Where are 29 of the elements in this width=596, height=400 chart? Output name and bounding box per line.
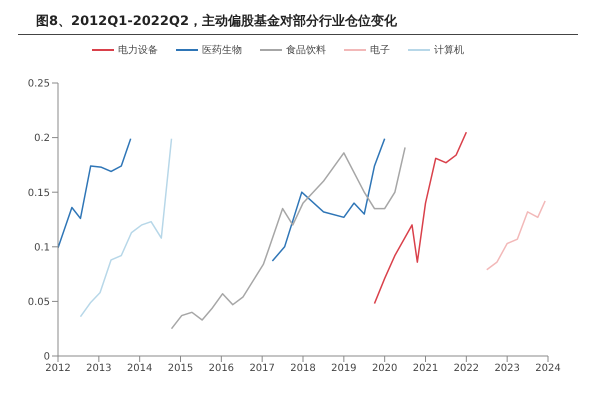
x-tick-label: 2017 <box>249 363 275 374</box>
x-tick-label: 2014 <box>126 363 152 374</box>
legend-label: 电力设备 <box>118 44 158 57</box>
line-series <box>170 146 406 330</box>
legend-label: 医药生物 <box>202 44 242 57</box>
x-tick-label: 2018 <box>290 363 316 374</box>
y-tick-label: 0.05 <box>28 296 50 308</box>
legend-label: 电子 <box>370 44 390 57</box>
y-tick-label: 0 <box>44 352 50 363</box>
x-tick-label: 2020 <box>372 363 398 374</box>
x-tick-label: 2019 <box>331 363 357 374</box>
x-tick-label: 2021 <box>412 363 438 374</box>
line-series <box>80 138 172 318</box>
x-tick-label: 2013 <box>86 363 112 374</box>
x-tick-label: 2022 <box>454 363 480 374</box>
y-tick-label: 0.1 <box>34 242 50 254</box>
line-series <box>374 131 468 304</box>
x-tick-label: 2012 <box>45 363 71 374</box>
y-tick-label: 0.2 <box>34 133 50 144</box>
line-series <box>486 200 546 270</box>
chart-title: 图8、2012Q1-2022Q2，主动偏股基金对部分行业仓位变化 <box>18 8 578 35</box>
y-tick-label: 0.15 <box>28 188 50 199</box>
y-tick-label: 0.25 <box>28 78 50 90</box>
legend-label: 计算机 <box>434 44 464 57</box>
legend-label: 食品饮料 <box>286 44 326 57</box>
x-tick-label: 2023 <box>494 363 520 374</box>
x-tick-label: 2015 <box>168 363 194 374</box>
x-tick-label: 2016 <box>208 363 234 374</box>
x-tick-label: 2024 <box>535 363 561 374</box>
